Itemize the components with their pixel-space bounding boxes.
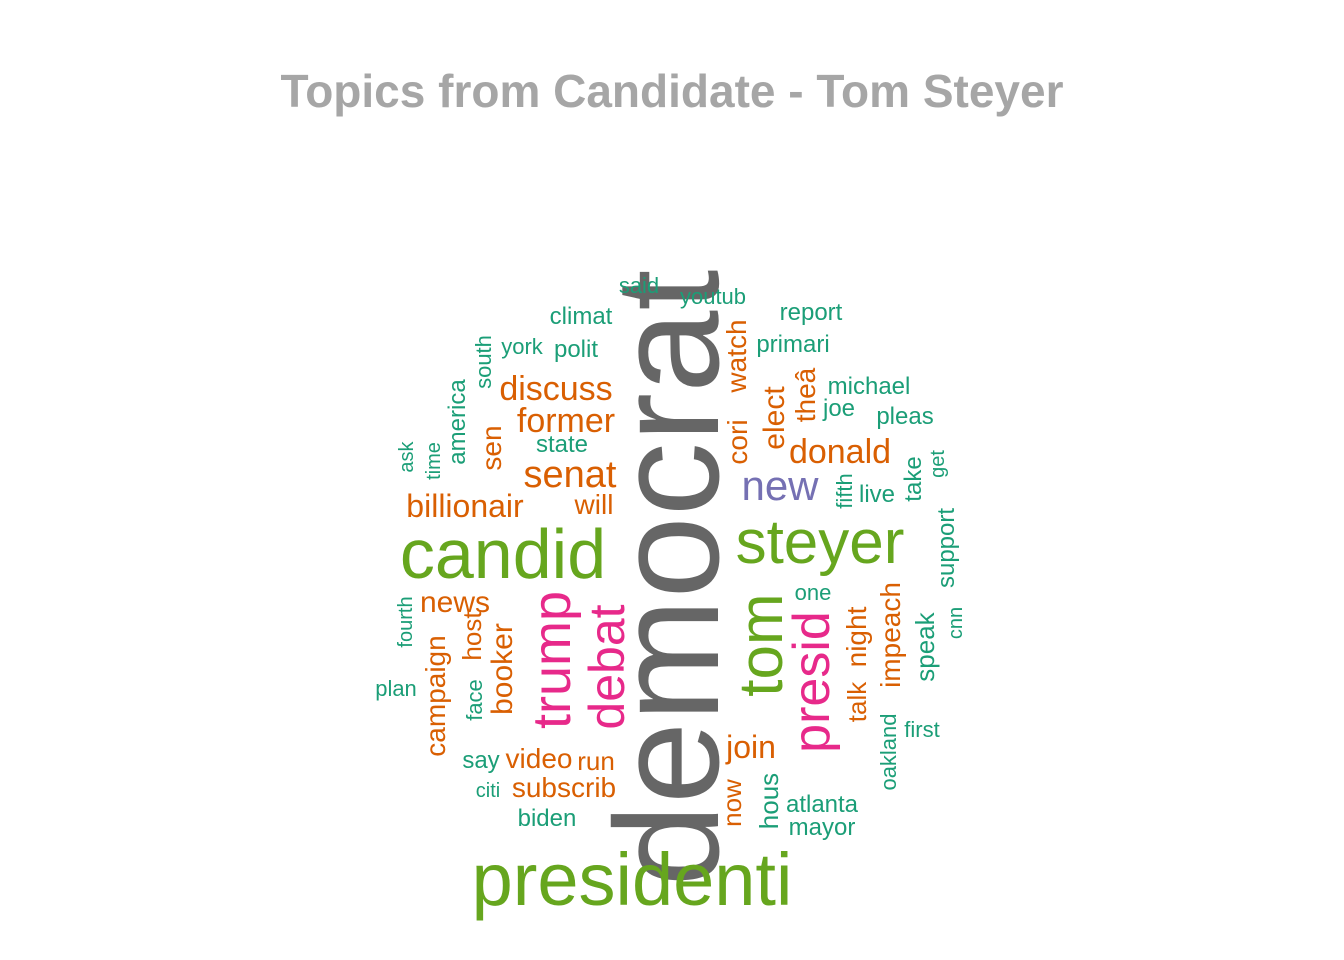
word-host: host — [457, 611, 487, 661]
word-billionair: billionair — [406, 488, 524, 524]
word-booker: booker — [486, 623, 519, 715]
word-impeach: impeach — [875, 582, 906, 688]
word-senat: senat — [524, 454, 617, 496]
word-report: report — [780, 299, 843, 326]
word-steyer: steyer — [736, 508, 905, 577]
word-video: video — [506, 743, 573, 774]
word-democrat: democrat — [585, 270, 750, 887]
word-face: face — [462, 679, 487, 721]
word-cori: cori — [722, 419, 753, 464]
word-climat: climat — [550, 303, 613, 330]
word-run: run — [577, 746, 615, 776]
word-america: america — [444, 379, 471, 465]
word-york: york — [501, 334, 544, 359]
word-mayor: mayor — [789, 814, 856, 841]
word-presid: presid — [783, 611, 841, 753]
word-time: time — [423, 442, 445, 480]
word-polit: polit — [554, 336, 598, 363]
word-debat: debat — [579, 604, 635, 729]
chart-title: Topics from Candidate - Tom Steyer — [280, 65, 1064, 117]
word-speak: speak — [910, 611, 940, 681]
word-biden: biden — [518, 805, 577, 832]
word-said: said — [619, 273, 659, 298]
word-support: support — [933, 508, 960, 588]
word-say: say — [462, 747, 499, 774]
word-join: join — [725, 729, 776, 765]
word-first: first — [904, 717, 939, 742]
word-the: theâ — [790, 367, 821, 422]
word-plan: plan — [375, 676, 417, 701]
word-elect: elect — [758, 386, 791, 450]
word-take: take — [900, 456, 927, 501]
word-watch: watch — [721, 319, 752, 393]
word-get: get — [927, 450, 949, 478]
word-michael: michael — [828, 373, 911, 400]
word-donald: donald — [789, 433, 891, 471]
word-discuss: discuss — [499, 370, 612, 408]
word-citi: citi — [476, 780, 500, 802]
word-oakland: oakland — [876, 713, 901, 790]
word-subscrib: subscrib — [512, 772, 616, 803]
word-south: south — [471, 335, 496, 389]
word-pleas: pleas — [876, 403, 933, 430]
word-hous: hous — [754, 773, 784, 829]
word-night: night — [841, 606, 872, 667]
word-presidenti: presidenti — [472, 838, 793, 921]
word-fifth: fifth — [832, 473, 857, 508]
word-tom: tom — [727, 593, 796, 696]
word-will: will — [574, 489, 614, 520]
word-primari: primari — [756, 331, 829, 358]
word-trump: trump — [522, 591, 582, 729]
word-now: now — [717, 779, 747, 827]
word-atlanta: atlanta — [786, 791, 859, 818]
word-sen: sen — [476, 425, 507, 470]
word-news: news — [420, 586, 490, 619]
word-one: one — [795, 580, 832, 605]
word-cnn: cnn — [945, 607, 967, 639]
word-ask: ask — [396, 440, 418, 472]
word-candid: candid — [400, 515, 606, 593]
word-youtub: youtub — [680, 284, 746, 309]
word-joe: joe — [822, 395, 855, 422]
word-campaign: campaign — [420, 635, 451, 756]
word-live: live — [859, 481, 895, 508]
word-talk: talk — [842, 681, 872, 722]
word-fourth: fourth — [395, 596, 417, 647]
word-new: new — [741, 462, 819, 509]
word-former: former — [517, 402, 615, 440]
word-state: state — [536, 431, 588, 458]
